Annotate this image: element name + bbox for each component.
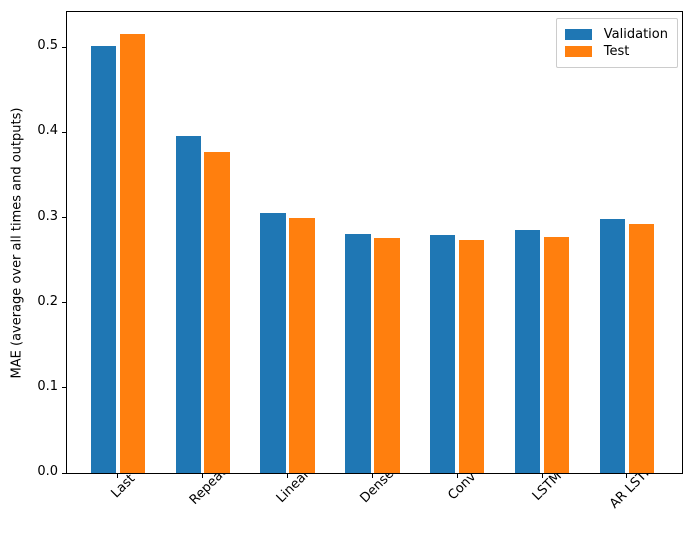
x-tick-label-last: Last [108, 471, 139, 502]
y-tick-mark [62, 472, 66, 474]
y-tick-label-0.0: 0.0 [37, 464, 58, 479]
legend-entry-test: Test [564, 44, 668, 59]
bar-test-dense [374, 238, 400, 473]
bar-test-last [119, 33, 146, 473]
x-tick-label-lstm: LSTM [529, 468, 565, 504]
y-tick-mark [62, 387, 66, 389]
legend: Validation Test [555, 18, 678, 68]
x-tick-mark [371, 474, 373, 478]
bar-validation-ar-lstm [599, 219, 626, 473]
y-tick-label-0.4: 0.4 [37, 123, 58, 139]
y-tick-mark [62, 46, 66, 48]
y-tick-label-0.2: 0.2 [37, 293, 58, 309]
bar-validation-conv [430, 234, 456, 473]
bar-test-linear [289, 218, 315, 473]
bar-test-repeat [204, 152, 230, 473]
bar-test-conv [458, 239, 485, 473]
x-tick-mark [287, 474, 289, 478]
legend-label-test: Test [603, 44, 630, 59]
bar-validation-last [90, 46, 117, 473]
x-tick-mark [626, 474, 628, 478]
bar-validation-repeat [175, 135, 202, 473]
plot-area: Validation Test Last Repeat Linear Dense Con… [62, 11, 683, 512]
legend-swatch-test [564, 46, 592, 57]
legend-label-validation: Validation [603, 27, 668, 42]
legend-swatch-validation [564, 29, 592, 40]
y-tick-label-0.5: 0.5 [37, 38, 58, 54]
bar-test-ar-lstm [628, 224, 654, 473]
y-tick-mark [62, 302, 66, 304]
x-tick-label-conv: Conv [445, 469, 480, 504]
bar-validation-lstm [514, 229, 541, 473]
x-tick-mark [202, 474, 204, 478]
bar-test-lstm [543, 237, 570, 473]
y-tick-mark [62, 131, 66, 133]
y-axis-label: MAE (average over all times and outputs) [9, 107, 25, 379]
y-tick-label-0.3: 0.3 [37, 208, 58, 224]
y-tick-label-0.1: 0.1 [37, 378, 58, 394]
bar-validation-dense [345, 233, 371, 473]
x-tick-mark [117, 474, 119, 478]
x-tick-mark [541, 474, 543, 478]
legend-entry-validation: Validation [564, 27, 668, 42]
x-tick-mark [456, 474, 458, 478]
y-tick-mark [62, 217, 66, 219]
bar-validation-linear [260, 212, 286, 473]
